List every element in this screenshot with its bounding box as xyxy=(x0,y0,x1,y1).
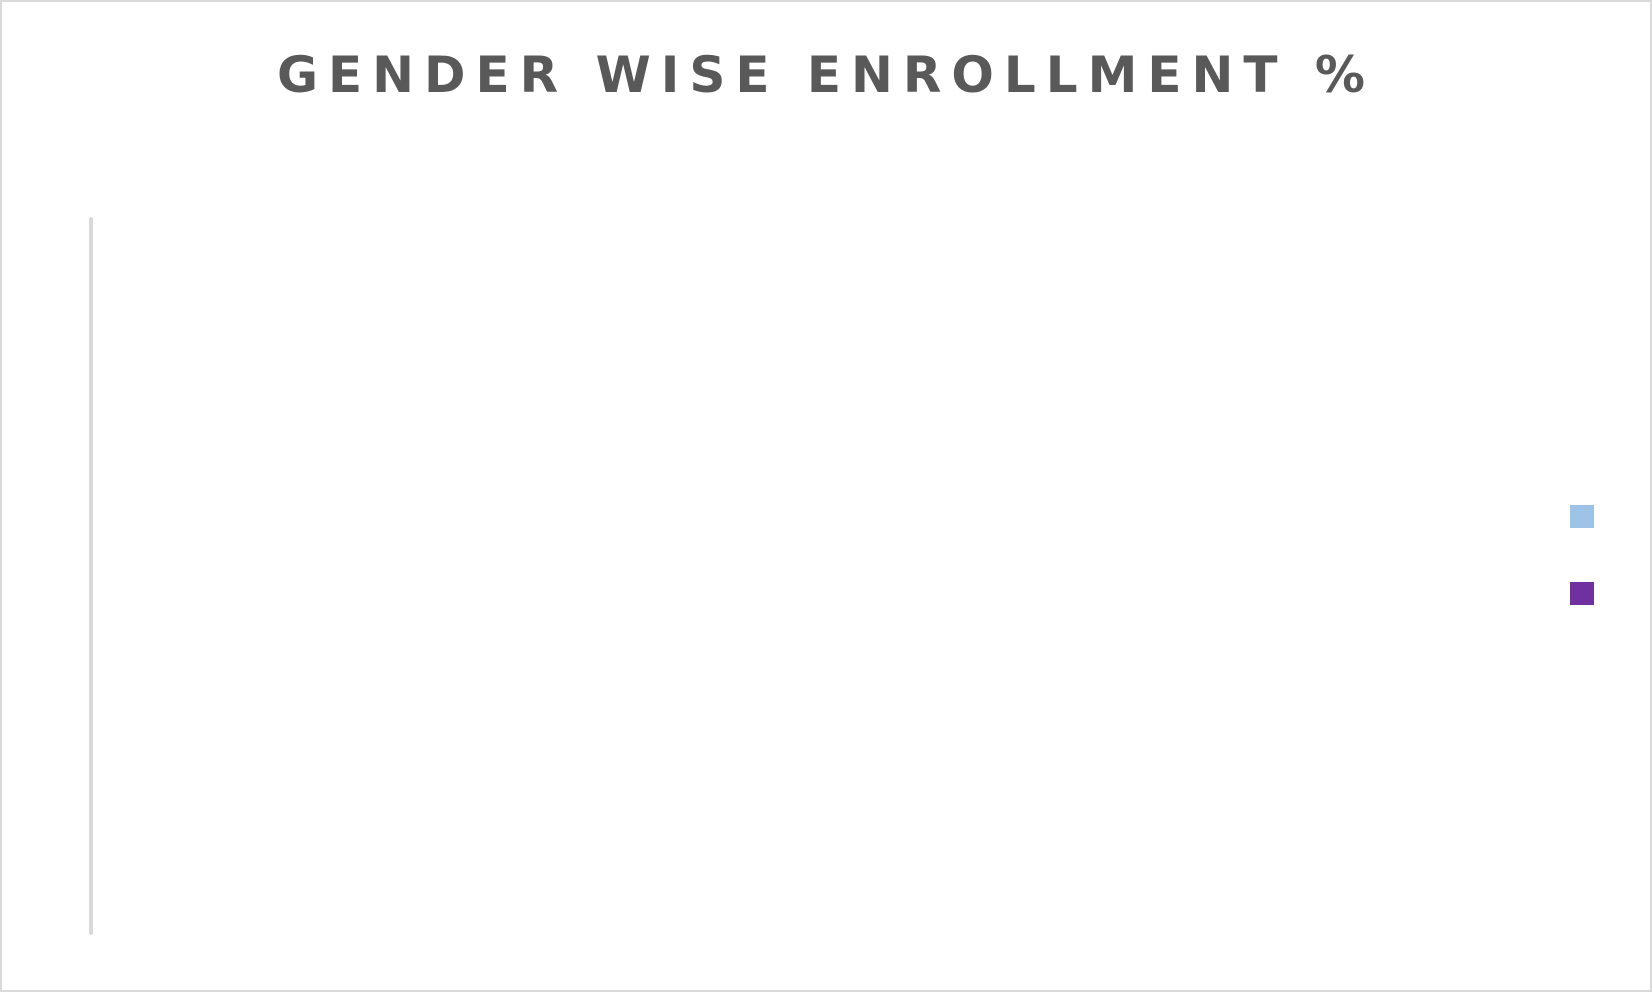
legend-item-series-2 xyxy=(1570,582,1604,605)
chart-title: GENDER WISE ENROLLMENT % xyxy=(276,46,1376,104)
legend xyxy=(1570,505,1604,605)
legend-item-series-1 xyxy=(1570,505,1604,528)
legend-swatch-series-1 xyxy=(1570,505,1594,528)
legend-swatch-series-2 xyxy=(1570,582,1594,605)
